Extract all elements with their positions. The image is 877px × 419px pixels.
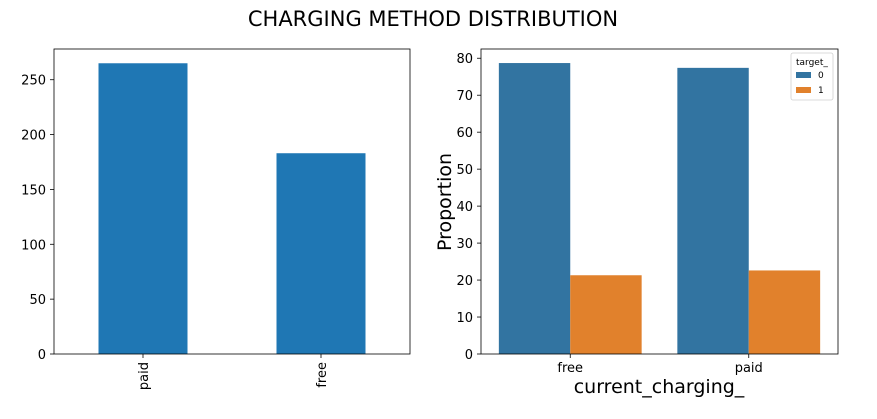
left-y-tick-label: 200 (21, 129, 46, 144)
right-y-tick-label: 80 (456, 52, 473, 67)
left-y-tick-label: 100 (21, 238, 46, 253)
right-y-tick-label: 10 (456, 311, 473, 326)
right-bars (498, 63, 821, 354)
right-y-tick-label: 30 (456, 237, 473, 252)
left-y-axis: 0 50 100 150 200 250 (21, 74, 54, 363)
right-y-tick-label: 40 (456, 200, 473, 215)
left-plot-frame (53, 48, 411, 355)
left-y-tick-label: 50 (29, 293, 46, 308)
right-plot-frame (480, 48, 839, 355)
right-y-tick-label: 0 (465, 348, 473, 363)
left-bar-paid (98, 63, 188, 355)
left-y-tick-label: 250 (21, 74, 46, 89)
left-x-axis: paid free (137, 354, 330, 390)
left-y-tick-label: 0 (38, 348, 46, 363)
right-x-axis-label: current_charging_ (574, 376, 745, 398)
right-y-tick-label: 70 (456, 89, 473, 104)
right-bar-paid-target-1 (748, 270, 821, 354)
legend: target_ 0 1 (790, 52, 834, 101)
right-bar-free-target-0 (498, 63, 571, 354)
left-bar-free (276, 153, 366, 354)
right-bar-free-target-1 (570, 275, 642, 354)
right-y-tick-label: 50 (456, 163, 473, 178)
right-bar-paid-target-0 (677, 67, 749, 354)
right-y-tick-label: 60 (456, 126, 473, 141)
legend-title: target_ (796, 58, 828, 68)
figure-title: CHARGING METHOD DISTRIBUTION (248, 7, 618, 31)
legend-swatch-1 (796, 87, 811, 93)
right-x-tick-label: free (557, 361, 583, 376)
right-y-axis-label: Proportion (434, 153, 456, 251)
right-y-tick-label: 20 (456, 274, 473, 289)
left-x-tick-label: paid (137, 362, 152, 390)
left-chart-panel: 0 50 100 150 200 250 paid free (21, 48, 411, 390)
left-x-tick-label: free (315, 362, 330, 388)
left-bars (98, 63, 366, 355)
left-y-tick-label: 150 (21, 183, 46, 198)
right-y-axis: 0 10 20 30 40 50 60 70 80 (456, 52, 481, 363)
right-x-tick-label: paid (735, 361, 763, 376)
legend-label-0: 0 (818, 71, 824, 81)
legend-label-1: 1 (818, 86, 824, 96)
right-x-axis: free paid (557, 354, 763, 376)
legend-swatch-0 (796, 72, 811, 78)
